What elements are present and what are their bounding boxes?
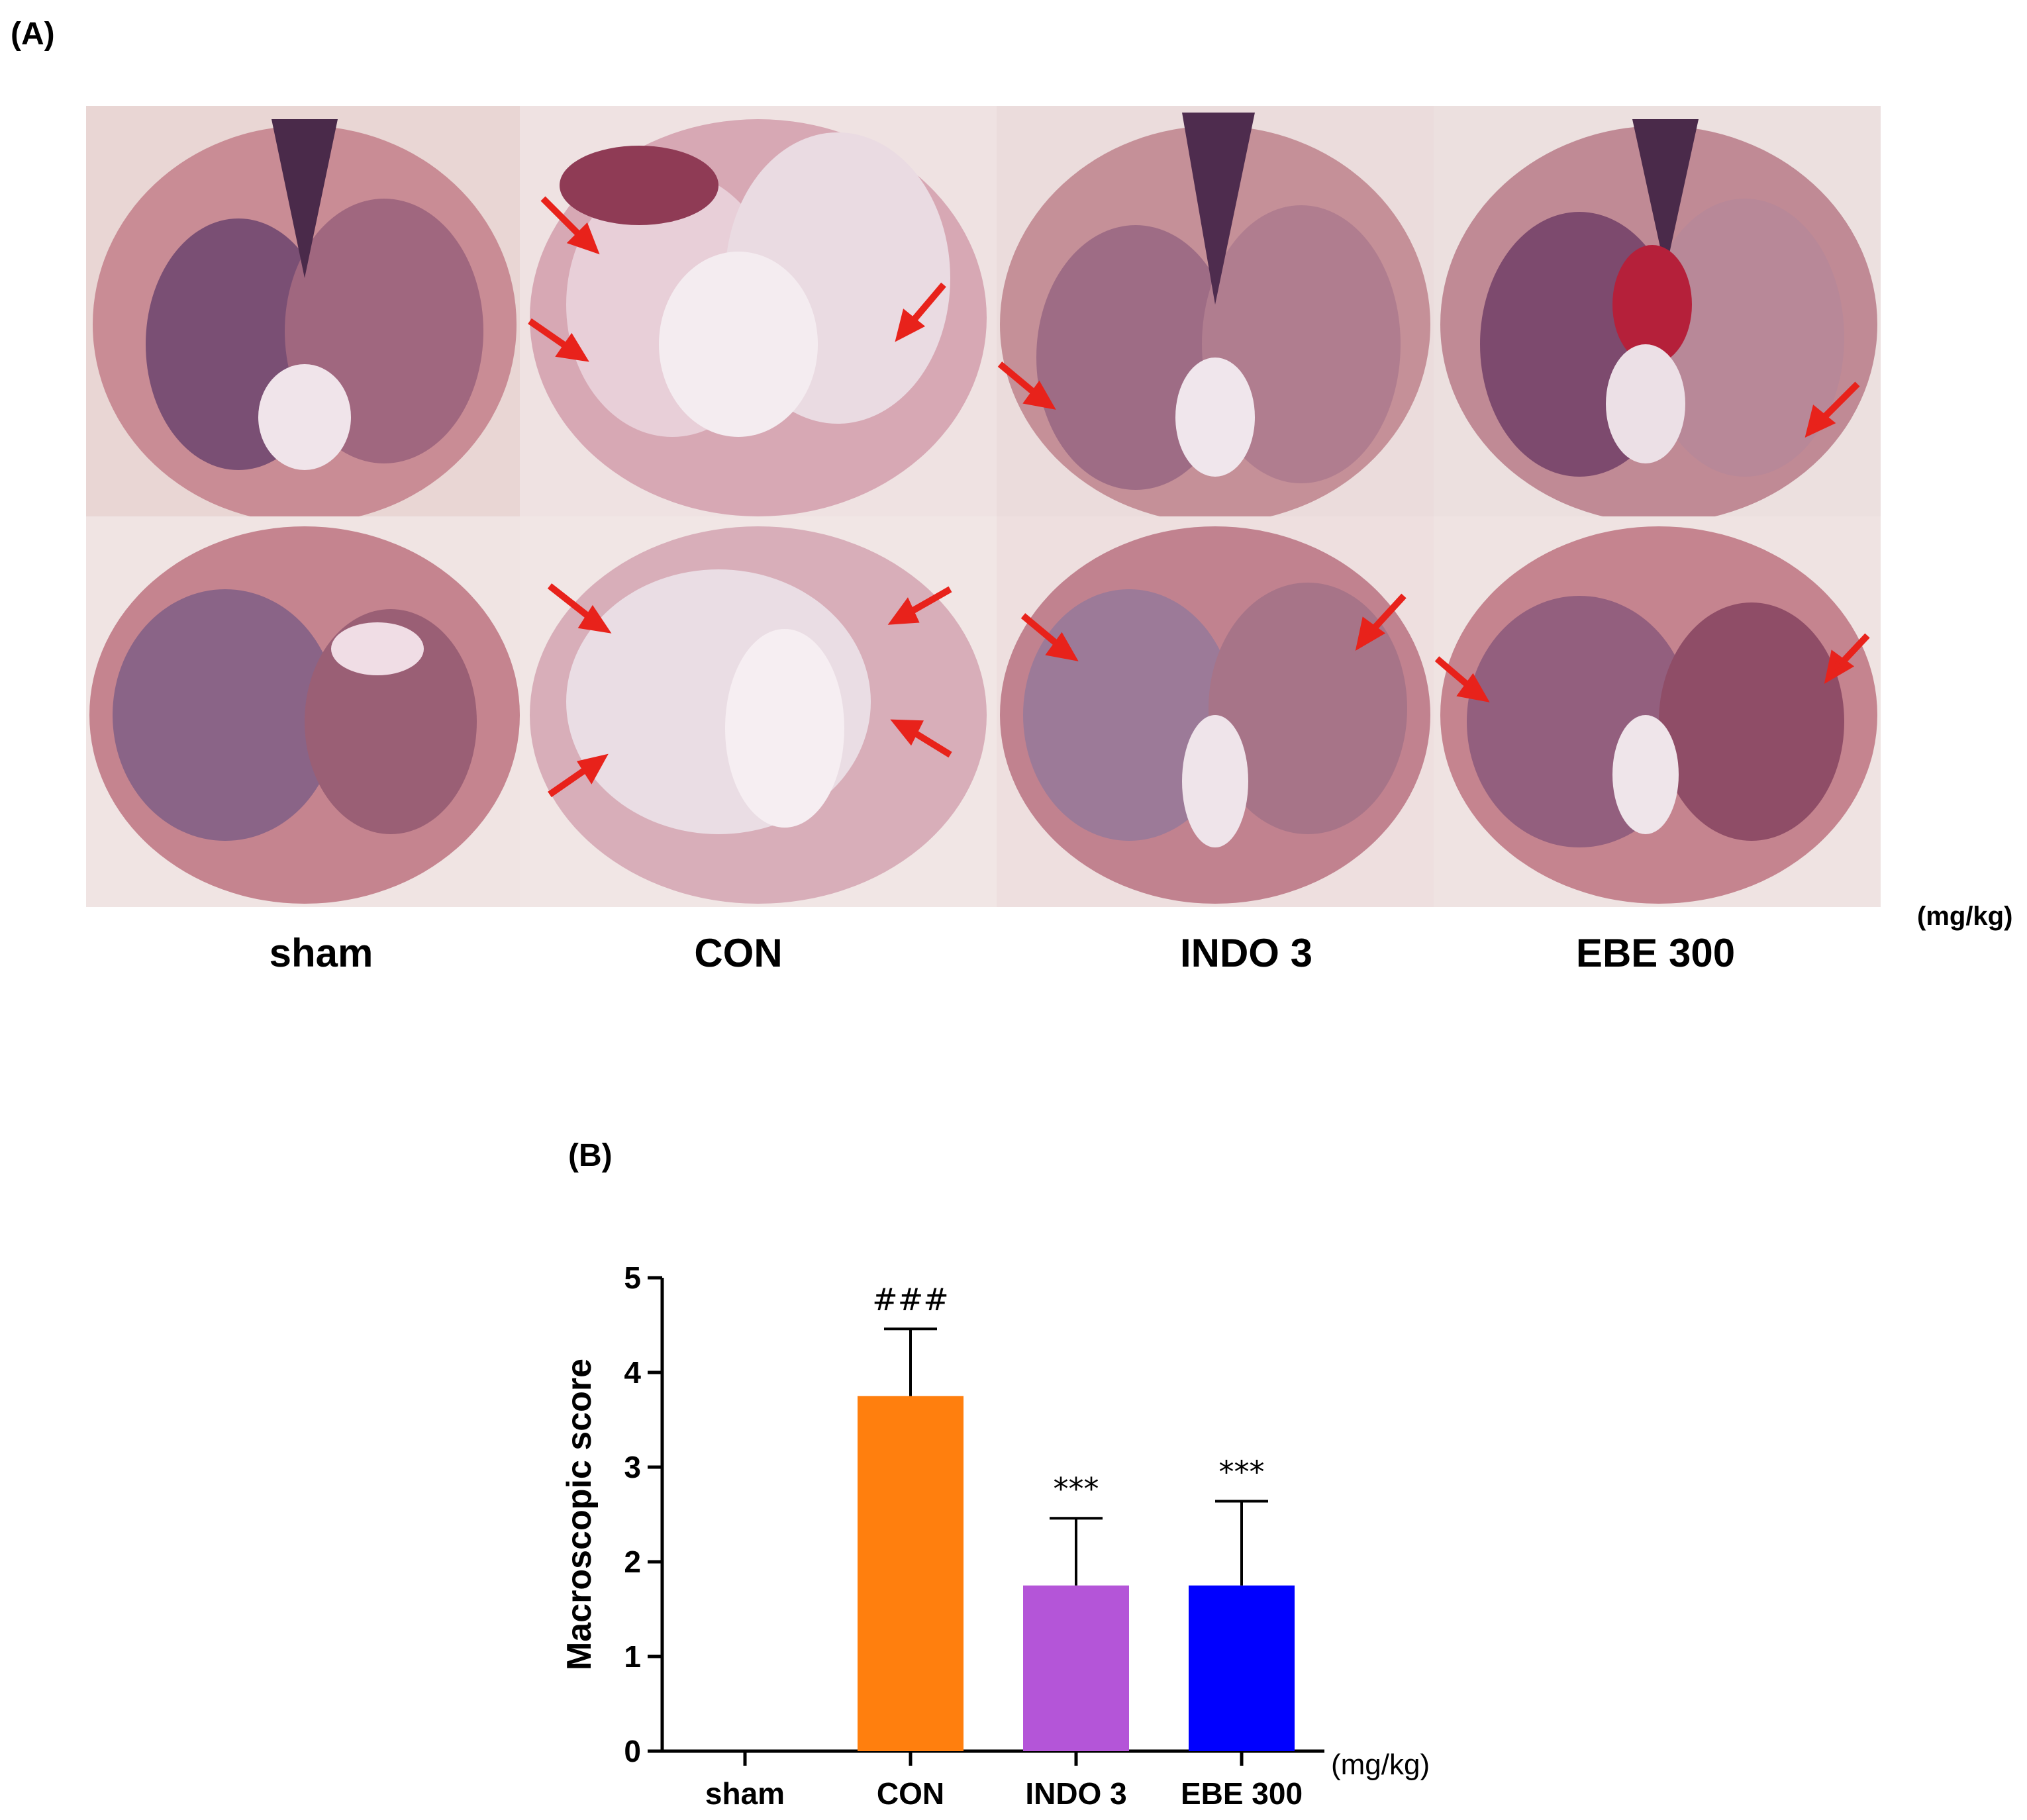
group-label-con: CON — [694, 931, 783, 975]
y-tick-label: 4 — [624, 1355, 641, 1390]
y-tick-label: 3 — [624, 1450, 641, 1484]
bar — [858, 1396, 964, 1751]
significance-label: *** — [1219, 1454, 1265, 1490]
x-unit-label: (mg/kg) — [1331, 1748, 1430, 1781]
bar — [1189, 1585, 1295, 1751]
photo-indo-tibia — [997, 516, 1434, 907]
y-tick-label: 0 — [624, 1734, 641, 1768]
photo-con-femur — [520, 106, 997, 516]
joint-photo-grid — [86, 106, 1881, 907]
group-label-sham: sham — [269, 931, 373, 975]
significance-label: ### — [872, 1282, 949, 1317]
x-tick-label: INDO 3 — [1025, 1776, 1126, 1811]
y-axis-title: Macroscopic score — [560, 1359, 599, 1670]
group-label-indo: INDO 3 — [1179, 931, 1313, 975]
y-tick-label: 2 — [624, 1545, 641, 1579]
photo-sham-tibia — [86, 516, 520, 907]
photo-sham-femur — [86, 106, 520, 516]
panel-a-label: (A) — [11, 17, 55, 52]
photo-indo-femur — [997, 106, 1434, 516]
x-tick-label: EBE 300 — [1181, 1776, 1303, 1811]
significance-label: *** — [1054, 1471, 1099, 1507]
group-label-ebe: EBE 300 — [1575, 931, 1736, 975]
x-tick-label: sham — [705, 1776, 785, 1811]
photo-ebe-femur — [1434, 106, 1881, 516]
photo-con-tibia — [520, 516, 997, 907]
bar — [1023, 1585, 1129, 1751]
y-tick-label: 1 — [624, 1639, 641, 1674]
y-tick-label: 5 — [624, 1261, 641, 1295]
unit-label-a: (mg/kg) — [1917, 902, 2013, 931]
x-tick-label: CON — [877, 1776, 944, 1811]
panel-b-label: (B) — [568, 1138, 613, 1173]
photo-ebe-tibia — [1434, 516, 1881, 907]
macroscopic-score-chart: 0 1 2 3 4 5 Macroscopic score sham CON ### INDO 3 *… — [517, 1218, 1483, 1814]
